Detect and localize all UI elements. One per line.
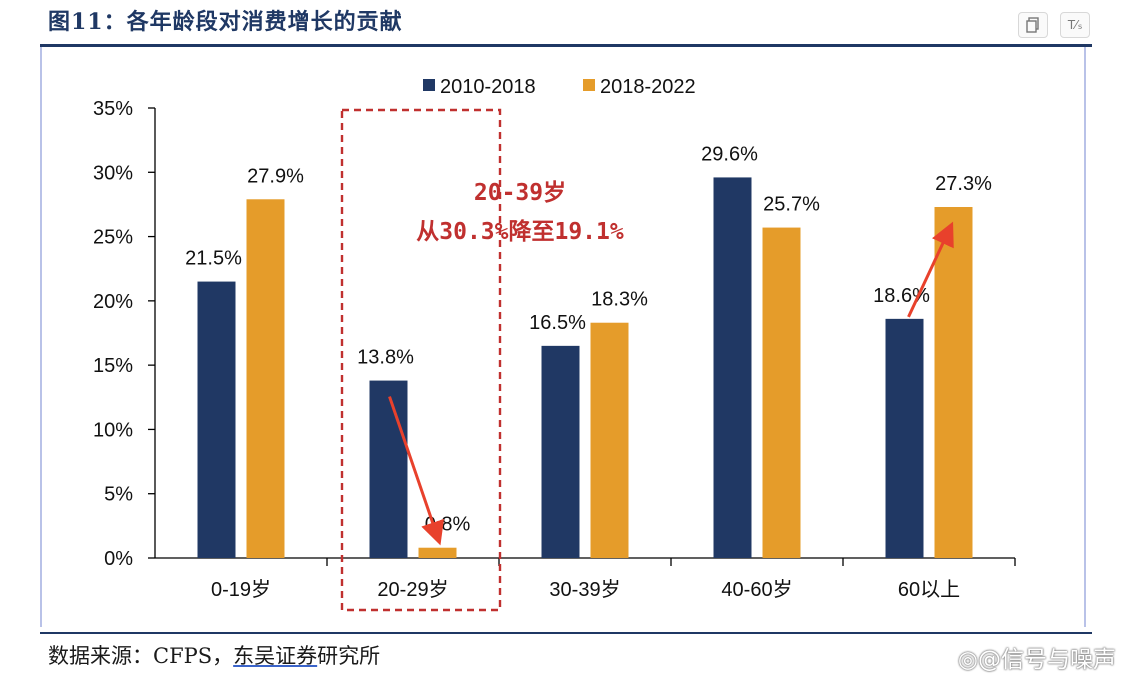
y-tick-label: 5% [104, 484, 133, 506]
bar [713, 177, 752, 558]
toolbar: T⁄ₛ [1018, 12, 1090, 38]
source-link[interactable]: 东吴证券 [233, 644, 318, 668]
data-label: 13.8% [357, 347, 414, 369]
legend-label: 2010-2018 [440, 76, 536, 98]
legend-swatch [423, 79, 435, 91]
y-tick-label: 35% [93, 98, 133, 120]
bar [934, 207, 973, 558]
data-label: 21.5% [185, 248, 242, 270]
highlight-box [340, 108, 502, 612]
bar [762, 227, 801, 559]
source-suffix: 研究所 [317, 644, 381, 668]
bar [418, 547, 457, 558]
decline-arrow [388, 396, 445, 546]
data-label: 27.3% [935, 173, 992, 195]
y-tick-label: 10% [93, 419, 133, 441]
figure-title: 图11：各年龄段对消费增长的贡献 [48, 9, 403, 35]
x-tick-label: 40-60岁 [721, 578, 792, 601]
legend-swatch [583, 79, 595, 91]
legend-label: 2018-2022 [600, 76, 696, 98]
bar [197, 281, 236, 558]
annotation-line-2: 从30.3%降至19.1% [416, 219, 624, 245]
data-label: 27.9% [247, 165, 304, 187]
bar [246, 199, 285, 559]
x-tick-label: 20-29岁 [377, 578, 448, 601]
copy-icon[interactable] [1018, 12, 1048, 38]
bar [590, 322, 629, 558]
data-label: 18.3% [591, 289, 648, 311]
watermark: ◎@信号与噪声 [957, 647, 1116, 673]
bar [369, 380, 408, 558]
bar [885, 318, 924, 558]
increase-arrow [907, 221, 954, 318]
annotation-line-1: 20-39岁 [474, 179, 566, 206]
x-tick-label: 0-19岁 [211, 578, 271, 601]
source-prefix: 数据来源：CFPS， [48, 644, 234, 668]
bottom-rule [40, 632, 1092, 634]
y-tick-label: 20% [93, 291, 133, 313]
top-rule [40, 44, 1092, 47]
y-tick-label: 15% [93, 355, 133, 377]
chart-frame [40, 47, 1086, 627]
y-tick-label: 0% [104, 548, 133, 570]
data-label: 29.6% [701, 143, 758, 165]
data-label: 16.5% [529, 312, 586, 334]
data-source: 数据来源：CFPS，东吴证券研究所 [48, 640, 380, 670]
x-tick-label: 60以上 [898, 578, 960, 601]
data-label: 25.7% [763, 194, 820, 216]
y-tick-label: 25% [93, 227, 133, 249]
y-tick-label: 30% [93, 162, 133, 184]
translate-icon[interactable]: T⁄ₛ [1060, 12, 1090, 38]
bar [541, 345, 580, 558]
x-tick-label: 30-39岁 [549, 578, 620, 601]
